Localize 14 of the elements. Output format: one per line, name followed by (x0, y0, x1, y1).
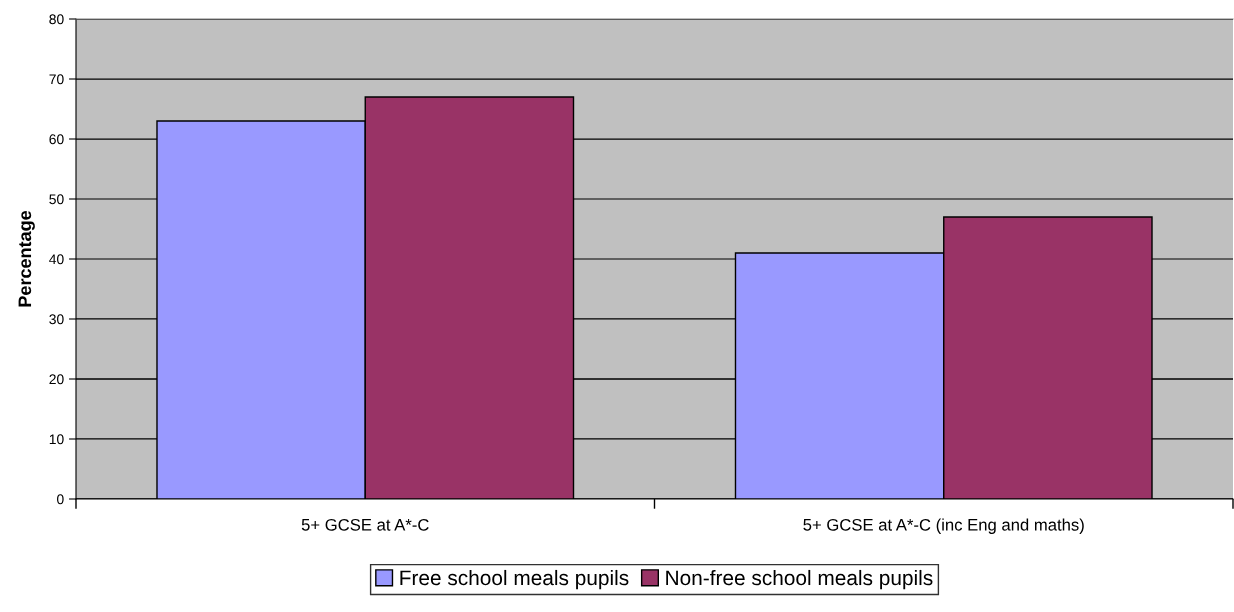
y-tick-label: 30 (49, 314, 64, 325)
y-tick-label: 20 (49, 374, 64, 385)
y-tick-label: 80 (49, 14, 64, 25)
legend-label: Non-free school meals pupils (666, 569, 933, 590)
x-tick-label: 5+ GCSE at A*-C (301, 518, 429, 531)
y-tick-label: 70 (49, 74, 64, 85)
y-tick-label: 10 (49, 434, 64, 445)
legend-label: Free school meals pupils (400, 569, 629, 590)
x-tick-label: 5+ GCSE at A*-C (inc Eng and maths) (803, 518, 1084, 534)
y-tick-label: 60 (49, 134, 64, 145)
y-tick-label: 40 (49, 254, 64, 265)
y-tick-label: 0 (57, 494, 64, 505)
y-axis-title: Percentage (18, 210, 35, 307)
y-tick-label: 50 (49, 194, 64, 205)
